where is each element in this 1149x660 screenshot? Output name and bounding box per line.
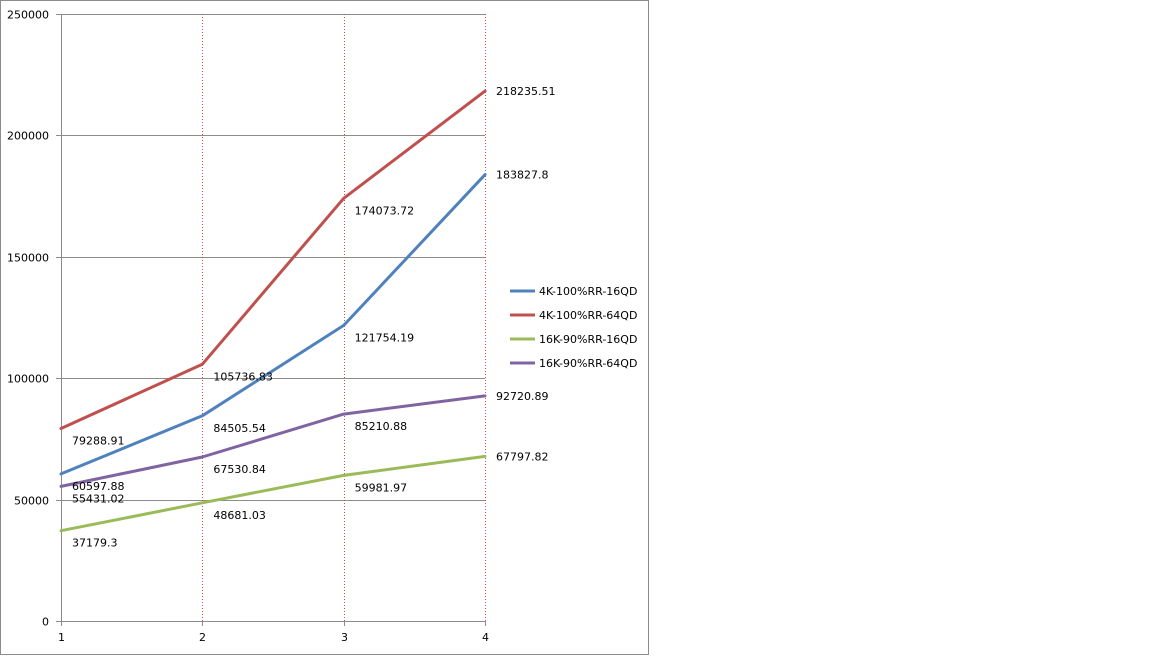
x-tick-label: 1 (58, 631, 65, 644)
data-label: 105736.83 (213, 370, 272, 383)
legend-label: 16K-90%RR-64QD (539, 357, 637, 370)
data-label: 79288.91 (72, 434, 125, 447)
y-tick-label: 150000 (7, 252, 49, 265)
x-tick-label: 3 (341, 631, 348, 644)
x-tick-label: 4 (482, 631, 489, 644)
axes: 0 50000 100000 150000 200000 250000 1 2 3 4 (7, 9, 489, 645)
y-tick-label: 200000 (7, 130, 49, 143)
data-label: 92720.89 (496, 390, 549, 403)
data-label: 48681.03 (213, 509, 265, 522)
data-label: 121754.19 (355, 331, 415, 344)
data-label: 218235.51 (496, 85, 556, 98)
gridlines (61, 14, 486, 621)
data-label: 55431.02 (72, 492, 125, 505)
series-lines (59, 89, 487, 533)
legend-label: 4K-100%RR-64QD (539, 309, 637, 322)
series-line-4 (59, 394, 487, 488)
data-label: 67797.82 (496, 450, 549, 463)
x-tick-label: 2 (199, 631, 206, 644)
data-label: 60597.88 (72, 480, 125, 493)
data-label: 183827.8 (496, 169, 549, 182)
series-line-2 (59, 89, 487, 430)
series-line-1 (59, 173, 487, 476)
legend-label: 4K-100%RR-16QD (539, 285, 637, 298)
chart-frame (0, 0, 649, 655)
y-tick-label: 250000 (7, 9, 49, 22)
legend-label: 16K-90%RR-16QD (539, 333, 637, 346)
series-line-3 (59, 454, 487, 533)
y-tick-label: 100000 (7, 373, 49, 386)
data-label: 67530.84 (213, 463, 265, 476)
data-label: 37179.3 (72, 537, 118, 550)
y-tick-label: 0 (42, 616, 49, 629)
data-label: 84505.54 (213, 422, 265, 435)
legend: 4K-100%RR-16QD 4K-100%RR-64QD 16K-90%RR-16… (510, 285, 637, 370)
data-label: 85210.88 (355, 420, 408, 433)
data-label: 174073.72 (355, 204, 415, 217)
data-labels: 60597.88 84505.54 121754.19 183827.8 79288.9… (72, 85, 556, 550)
y-tick-label: 50000 (14, 495, 49, 508)
data-label: 59981.97 (355, 481, 408, 494)
